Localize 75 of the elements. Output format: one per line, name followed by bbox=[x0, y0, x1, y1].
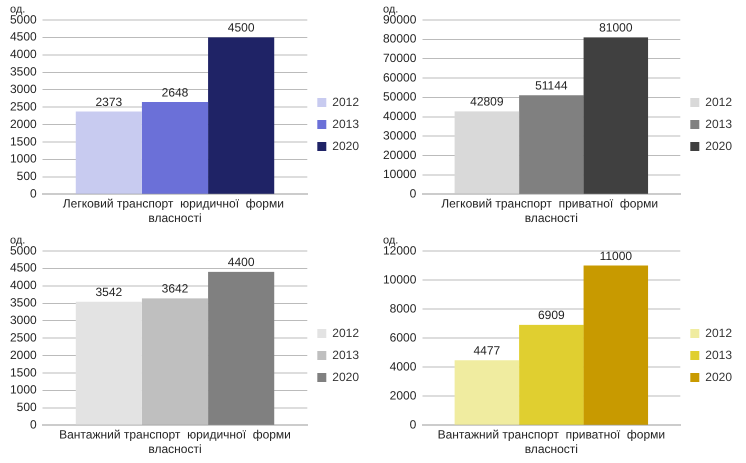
y-tick-label: 4000 bbox=[10, 278, 38, 292]
bar bbox=[519, 324, 584, 425]
bar bbox=[519, 95, 584, 194]
bar bbox=[142, 102, 208, 194]
y-tick-label: 0 bbox=[30, 186, 38, 201]
bar bbox=[208, 37, 274, 194]
y-tick-label: 6000 bbox=[390, 330, 417, 344]
bar bbox=[454, 360, 520, 425]
legend-label: 2013 bbox=[332, 116, 360, 131]
legend-label: 2013 bbox=[705, 348, 732, 362]
data-label: 4500 bbox=[228, 20, 255, 35]
data-label: 11000 bbox=[600, 248, 632, 263]
x-tick-label: Легковий транспорт приватної форми власності bbox=[441, 196, 662, 226]
bar bbox=[76, 302, 142, 425]
data-label: 2373 bbox=[95, 94, 123, 109]
y-tick-label: 40000 bbox=[382, 109, 417, 124]
x-tick-label: Легковий транспорт юридичної форми власності bbox=[62, 196, 288, 226]
data-label: 81000 bbox=[599, 20, 633, 35]
data-label: 4400 bbox=[228, 255, 255, 270]
y-tick-label: 2000 bbox=[10, 116, 38, 131]
y-tick-label: 50000 bbox=[382, 90, 417, 104]
y-tick-label: 70000 bbox=[382, 51, 417, 66]
y-tick-label: 30000 bbox=[382, 128, 417, 142]
y-tick-label: 0 bbox=[410, 186, 417, 201]
y-tick-label: 4000 bbox=[390, 359, 417, 374]
bar bbox=[454, 111, 520, 194]
y-tick-label: 3500 bbox=[10, 296, 38, 310]
legend-label: 2020 bbox=[332, 138, 360, 153]
data-label: 2648 bbox=[162, 85, 189, 100]
y-tick-label: 1000 bbox=[10, 382, 38, 397]
y-tick-label: 1500 bbox=[10, 134, 38, 148]
y-tick-label: 3500 bbox=[10, 64, 38, 79]
y-tick-label: 20000 bbox=[382, 148, 417, 162]
y-tick-label: 4500 bbox=[10, 260, 38, 275]
y-tick-label: 0 bbox=[30, 418, 38, 432]
x-tick-label: Вантажний транспорт приватної форми власності bbox=[438, 428, 666, 456]
bar bbox=[208, 272, 274, 425]
y-tick-label: 8000 bbox=[390, 301, 417, 316]
data-label: 6909 bbox=[538, 308, 566, 322]
data-label: 3542 bbox=[95, 285, 123, 300]
y-tick-label: 3000 bbox=[10, 82, 38, 96]
data-label: 3642 bbox=[162, 282, 189, 296]
y-tick-label: 1000 bbox=[10, 152, 38, 166]
y-tick-label: 10000 bbox=[382, 167, 417, 182]
bar bbox=[142, 298, 208, 425]
y-tick-label: 2500 bbox=[10, 330, 38, 344]
y-tick-label: 500 bbox=[16, 400, 38, 414]
y-tick-label: 3000 bbox=[10, 312, 38, 327]
data-label: 4477 bbox=[474, 344, 501, 358]
data-label: 42809 bbox=[470, 94, 504, 109]
y-tick-label: 4000 bbox=[10, 47, 38, 62]
legend-label: 2012 bbox=[332, 94, 360, 109]
bar bbox=[584, 266, 648, 425]
y-tick-label: 1500 bbox=[10, 365, 38, 380]
y-tick-label: 80000 bbox=[382, 32, 417, 46]
y-tick-label: 60000 bbox=[382, 70, 417, 84]
legend-label: 2020 bbox=[705, 138, 732, 153]
legend-label: 2012 bbox=[332, 326, 360, 340]
legend-label: 2013 bbox=[705, 116, 732, 131]
bar bbox=[76, 112, 142, 194]
legend-label: 2020 bbox=[332, 370, 360, 384]
legend-label: 2020 bbox=[705, 370, 732, 384]
data-label: 51144 bbox=[535, 78, 568, 93]
x-tick-label: Вантажний транспорт юридичної форми власності bbox=[59, 428, 291, 456]
legend-label: 2012 bbox=[705, 326, 732, 340]
y-tick-label: 2500 bbox=[10, 99, 38, 114]
y-tick-label: 2000 bbox=[390, 388, 417, 402]
y-tick-label: 10000 bbox=[382, 272, 417, 286]
y-tick-label: 4500 bbox=[10, 30, 38, 44]
legend-label: 2013 bbox=[332, 348, 360, 362]
y-tick-label: 500 bbox=[16, 169, 38, 184]
y-tick-label: 2000 bbox=[10, 348, 38, 362]
y-tick-label: 0 bbox=[410, 418, 417, 432]
bar bbox=[584, 37, 648, 194]
legend-label: 2012 bbox=[705, 94, 732, 109]
